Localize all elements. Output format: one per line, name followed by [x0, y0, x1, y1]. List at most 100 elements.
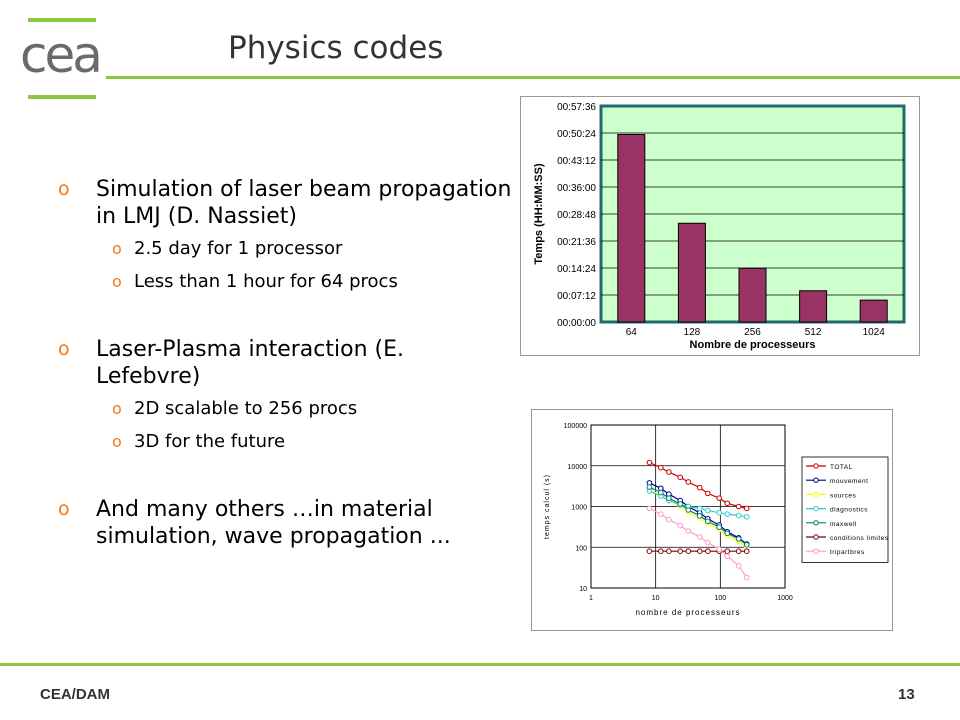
bullet-marker: o	[58, 178, 70, 200]
x-tick-label: 1024	[863, 327, 886, 338]
x-tick-label: 512	[805, 327, 822, 338]
data-point	[666, 495, 672, 501]
y-tick-label: 1000	[571, 505, 587, 512]
data-point	[646, 505, 653, 512]
cea-logo: cea	[20, 26, 103, 84]
y-tick-label: 00:50:24	[557, 129, 596, 140]
data-point	[735, 563, 742, 569]
bullet-marker: o	[112, 432, 122, 451]
y-tick-label: 00:43:12	[557, 156, 596, 167]
y-tick-label: 00:21:36	[557, 237, 596, 248]
x-axis-label: Nombre de processeurs	[690, 339, 816, 351]
legend-label: tripartbres	[830, 549, 865, 556]
y-axis-label: Temps (HH:MM:SS)	[533, 163, 545, 265]
legend-swatch-marker	[813, 505, 819, 512]
y-tick-label: 00:07:12	[557, 291, 596, 302]
footer-rule	[0, 663, 960, 666]
y-tick-label: 00:14:24	[557, 264, 596, 275]
bar-chart: 00:00:00 00:07:12 00:14:24 00:21:36 00:28:48…	[520, 96, 920, 356]
data-point	[716, 524, 722, 531]
x-tick-label: 256	[744, 327, 761, 338]
data-point	[666, 516, 672, 523]
data-point	[677, 501, 684, 507]
sub-bullet-text: Less than 1 hour for 64 procs	[134, 271, 398, 292]
data-point	[735, 512, 742, 519]
data-point	[666, 469, 672, 475]
data-point	[743, 513, 750, 520]
bullet-marker: o	[112, 239, 122, 258]
y-tick-label: 00:36:00	[557, 183, 596, 194]
data-point	[716, 495, 722, 501]
data-point	[724, 530, 731, 537]
footer-label: CEA/DAM	[40, 686, 110, 703]
y-tick-label: 10	[579, 586, 587, 593]
data-point	[696, 548, 703, 554]
y-tick-label: 100	[575, 545, 587, 552]
page-number: 13	[898, 686, 915, 703]
y-tick-label: 100000	[564, 423, 587, 430]
legend-swatch-marker	[813, 477, 819, 483]
bar	[859, 299, 888, 323]
bullet-marker: o	[58, 338, 70, 360]
data-point	[704, 490, 711, 497]
data-point	[696, 484, 703, 491]
legend-label: mouvement	[830, 478, 868, 485]
legend-swatch-marker	[813, 491, 819, 498]
data-point	[696, 513, 703, 519]
data-point	[743, 574, 750, 581]
data-point	[724, 548, 731, 554]
data-point	[666, 548, 672, 554]
legend-swatch-marker	[813, 463, 819, 469]
data-point	[646, 484, 653, 490]
data-point	[657, 511, 664, 517]
bar	[677, 222, 706, 323]
sub-bullet-text: 3D for the future	[134, 431, 286, 452]
data-point	[716, 546, 722, 552]
data-point	[743, 541, 750, 548]
legend-label: diagnostics	[830, 507, 868, 514]
sub-bullet-text: 2D scalable to 256 procs	[134, 398, 358, 419]
data-point	[704, 518, 711, 525]
x-tick-label: 100	[714, 595, 726, 602]
data-point	[685, 507, 692, 513]
data-point	[743, 505, 750, 512]
data-point	[704, 548, 711, 554]
legend-label: sources	[830, 492, 857, 499]
legend-label: TOTAL	[830, 464, 853, 471]
data-point	[685, 548, 692, 554]
legend-label: conditions limites	[830, 535, 889, 542]
legend-label: maxwell	[830, 521, 857, 528]
data-point	[743, 548, 750, 554]
data-point	[685, 479, 692, 485]
legend-swatch-marker	[813, 548, 819, 554]
bullet-marker: o	[58, 498, 70, 520]
data-point	[657, 464, 664, 471]
bullet-text: Laser-Plasma interaction (E. Lefebvre)	[96, 337, 404, 389]
data-point	[696, 534, 703, 540]
legend-swatch-marker	[813, 520, 819, 526]
data-point	[724, 500, 731, 507]
data-point	[735, 548, 742, 554]
data-point	[646, 548, 653, 554]
data-point	[704, 507, 711, 514]
data-point	[677, 522, 684, 529]
data-point	[704, 539, 711, 546]
x-tick-label: 1	[589, 595, 593, 602]
bar	[799, 290, 828, 323]
data-point	[657, 548, 664, 554]
data-point	[724, 553, 731, 560]
bullet-marker: o	[112, 399, 122, 418]
page-title: Physics codes	[228, 30, 444, 66]
data-point	[724, 511, 731, 517]
y-tick-label: 00:57:36	[557, 102, 596, 113]
y-tick-label: 10000	[568, 464, 588, 471]
legend-swatch-marker	[813, 534, 819, 540]
y-tick-label: 00:00:00	[557, 318, 596, 329]
bullet-marker: o	[112, 272, 122, 291]
data-point	[685, 528, 692, 534]
bullet-text: Simulation of laser beam propagation in …	[96, 177, 512, 229]
sub-bullet-text: 2.5 day for 1 processor	[134, 238, 343, 259]
data-point	[716, 510, 722, 516]
x-tick-label: 10	[652, 595, 660, 602]
